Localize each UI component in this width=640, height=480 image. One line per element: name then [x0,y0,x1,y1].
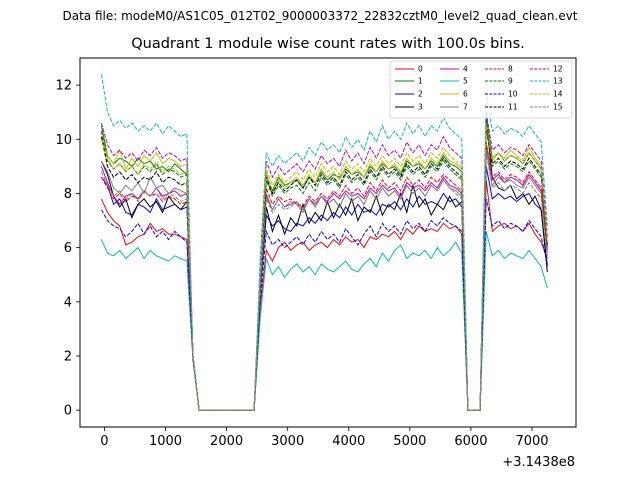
x-tick-label: 5000 [393,434,426,449]
y-tick-label: 2 [64,350,72,365]
series-line-3 [100,120,548,411]
y-tick-label: 4 [64,295,72,310]
legend-label-3: 3 [418,103,423,112]
legend-label-0: 0 [418,65,423,74]
y-tick-label: 8 [64,187,72,202]
legend-label-15: 15 [553,103,563,112]
y-tick-label: 6 [64,241,72,256]
y-tick-label: 10 [55,133,72,148]
plot-frame [79,57,577,428]
y-tick-label: 0 [64,404,72,419]
legend-label-13: 13 [553,77,563,86]
legend-frame [389,60,573,119]
x-tick-label: 7000 [515,434,548,449]
legend-label-8: 8 [508,65,513,74]
plot-series-group [100,74,548,411]
legend-label-9: 9 [508,77,513,86]
legend-label-4: 4 [463,65,468,74]
series-line-13 [100,74,548,411]
x-tick-label: 0 [100,434,108,449]
legend-label-11: 11 [508,103,518,112]
x-tick-label: 3000 [271,434,304,449]
x-tick-label: 4000 [332,434,365,449]
legend-label-10: 10 [508,90,518,99]
figure-suptitle: Data file: modeM0/AS1C05_012T02_90000033… [62,9,577,23]
legend-label-5: 5 [463,77,468,86]
legend-label-7: 7 [463,103,468,112]
legend-label-14: 14 [553,90,563,99]
series-line-9 [100,128,548,411]
legend-label-12: 12 [553,65,563,74]
series-line-15 [100,152,548,411]
x-axis-offset-label: +3.1438e8 [502,455,575,470]
legend-label-6: 6 [463,90,468,99]
chart-title: Quadrant 1 module wise count rates with … [131,36,525,52]
x-tick-label: 6000 [454,434,487,449]
y-axis: 0 2 4 6 8 10 12 [55,79,80,419]
legend-label-1: 1 [418,77,423,86]
x-tick-label: 2000 [210,434,243,449]
series-line-4 [100,144,548,411]
x-axis: 0 1000 2000 3000 4000 5000 6000 7000 [100,427,549,449]
y-tick-label: 12 [55,79,72,94]
legend-label-2: 2 [418,90,423,99]
x-tick-label: 1000 [149,434,182,449]
